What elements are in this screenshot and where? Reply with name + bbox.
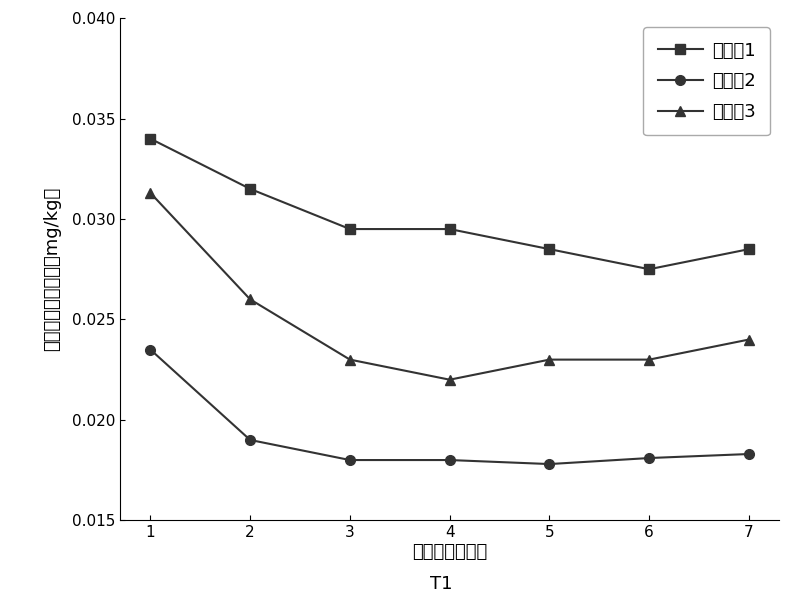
Line: 调理剁3: 调理剁3: [145, 188, 753, 385]
调理剁3: [643, 356, 653, 363]
调理剁3: [145, 189, 155, 197]
调理剁1: [544, 246, 553, 253]
调理剁3: [743, 336, 753, 343]
Y-axis label: 土壤镚有效态含量（mg/kg）: 土壤镚有效态含量（mg/kg）: [43, 187, 61, 352]
调理剁2: [743, 450, 753, 457]
调理剁2: [444, 456, 454, 463]
Line: 调理剁1: 调理剁1: [145, 134, 753, 274]
调理剁2: [345, 456, 354, 463]
调理剁1: [444, 226, 454, 233]
调理剁1: [145, 135, 155, 142]
调理剁2: [145, 346, 155, 353]
调理剁1: [245, 185, 255, 192]
调理剁3: [444, 376, 454, 384]
调理剁3: [544, 356, 553, 363]
调理剁3: [245, 296, 255, 303]
调理剁1: [743, 246, 753, 253]
调理剁2: [544, 460, 553, 468]
调理剁3: [345, 356, 354, 363]
X-axis label: 混合时间（天）: 混合时间（天）: [411, 543, 487, 561]
Legend: 调理剁1, 调理剁2, 调理剁3: 调理剁1, 调理剁2, 调理剁3: [642, 27, 769, 136]
调理剁2: [245, 436, 255, 443]
Text: T1: T1: [430, 575, 452, 593]
Line: 调理剁2: 调理剁2: [145, 345, 753, 469]
调理剁2: [643, 454, 653, 462]
调理剁1: [345, 226, 354, 233]
调理剁1: [643, 266, 653, 273]
